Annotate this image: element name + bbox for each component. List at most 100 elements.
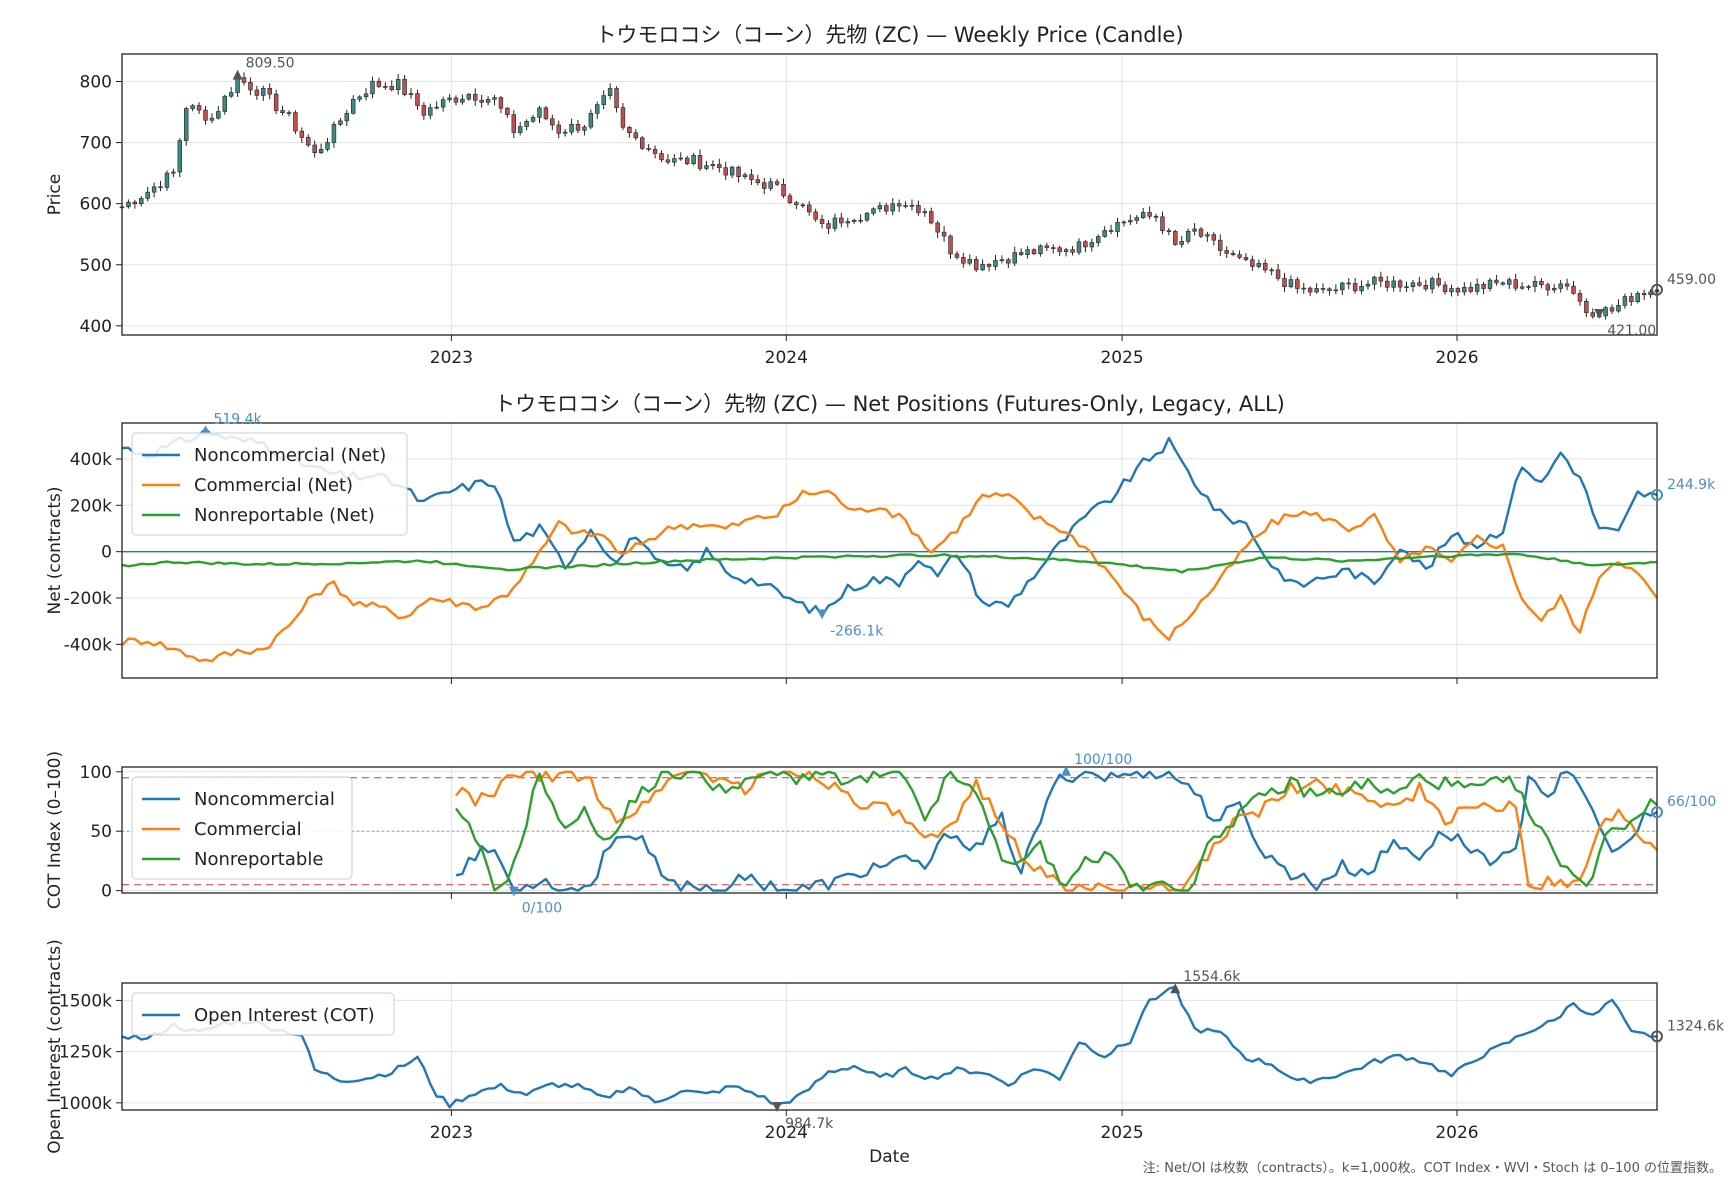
candle-body [1044,245,1050,248]
y-tick-label: 0 [101,543,112,563]
candle-body [691,155,696,165]
candle-body [1006,259,1011,264]
candle-body [1173,231,1178,245]
candle-body [261,88,266,96]
candle-body [1295,279,1300,289]
candle-body [228,92,234,97]
candle-body [1641,293,1647,296]
min-label: -266.1k [830,623,884,639]
candle-body [1340,282,1345,291]
candle-body [537,107,542,118]
candle-body [383,86,388,88]
y-tick-label: -200k [64,589,113,609]
y-tick-label: 1500k [59,991,112,1011]
candle-body [826,223,831,229]
candle-body [697,155,703,169]
candle-body [440,99,446,108]
candle-body [980,264,985,271]
candle-body [1076,241,1082,253]
candle-body [203,109,208,121]
y-tick-label: 400k [70,450,112,470]
x-tick-label: 2024 [765,1123,808,1143]
candle-body [267,88,272,95]
candle-body [331,124,337,143]
candle-body [1128,220,1133,223]
candle-body [235,77,240,93]
candle-body [909,205,915,207]
series-line [121,552,1658,574]
candle-body [151,186,157,193]
candle-body [370,80,375,95]
x-tick-label: 2026 [1435,1123,1478,1143]
candle-body [1539,281,1544,285]
candle-body [1250,259,1255,267]
candle-body [1552,288,1557,291]
plot-border [121,766,1658,894]
candle-body [903,205,908,207]
candle-body [158,186,163,189]
candle-body [954,253,960,258]
candle-body [492,97,497,100]
candle-body [1333,289,1339,292]
candle-body [1166,230,1172,233]
candle-body [1025,249,1030,255]
max-marker [232,69,243,80]
candle-body [845,221,850,224]
price-panel: 400 500 600 700 800 2023 2024 2025 2026 Price トウモロ… [45,23,1716,368]
candle-body [460,98,465,103]
candle-body [588,113,594,128]
candle-body [678,157,683,160]
candle-body [1218,239,1223,251]
min-label: 421.00 [1607,323,1656,339]
last-value-label: 1324.6k [1667,1018,1725,1034]
candle-body [640,137,645,149]
candle-body [1256,263,1262,267]
plot-border [121,53,1658,336]
candle-body [800,204,806,207]
panel-title: トウモロコシ（コーン）先物 (ZC) — Net Positions (Futu… [494,392,1285,416]
candle-body [1140,212,1146,218]
candle-body [550,118,555,126]
y-tick-label: -400k [64,635,113,655]
candle-body [434,106,439,109]
candle-body [762,182,767,189]
candle-body [1096,236,1101,243]
candle-body [1564,283,1570,287]
candle-body [633,132,639,139]
candle-body [768,181,773,189]
candle-body [562,131,568,134]
series-line [121,985,1658,1109]
plot-border [121,982,1658,1111]
last-value-label: 66/100 [1667,794,1716,810]
candle-body [543,107,549,120]
candle-body [973,259,979,271]
candle-body [1616,305,1621,312]
candle-body [614,88,619,108]
candle-body [1507,279,1512,285]
candle-body [1134,217,1139,221]
candle-body [1359,285,1364,292]
candle-body [479,99,484,103]
candle-body [877,205,883,210]
footnote: 注: Net/OI は枚数（contracts）。k=1,000枚。COT In… [1143,1161,1722,1176]
candle-body [1365,283,1371,287]
candle-body [145,191,150,199]
candle-body [1577,293,1583,302]
candle-body [1327,288,1332,291]
candle-body [620,107,626,128]
candle-body [1622,296,1628,306]
candle-body [1275,269,1281,279]
candle-body [1301,287,1306,290]
candle-body [1018,252,1024,255]
candle-body [652,149,658,154]
candle-body [1603,307,1608,317]
candle-body [993,260,998,267]
candle-body [1429,278,1435,290]
candle-body [717,164,722,169]
candle-body [684,157,690,165]
candle-body [710,164,716,166]
candle-body [184,108,189,141]
max-label: 1554.6k [1183,969,1241,985]
candle-body [723,167,728,176]
